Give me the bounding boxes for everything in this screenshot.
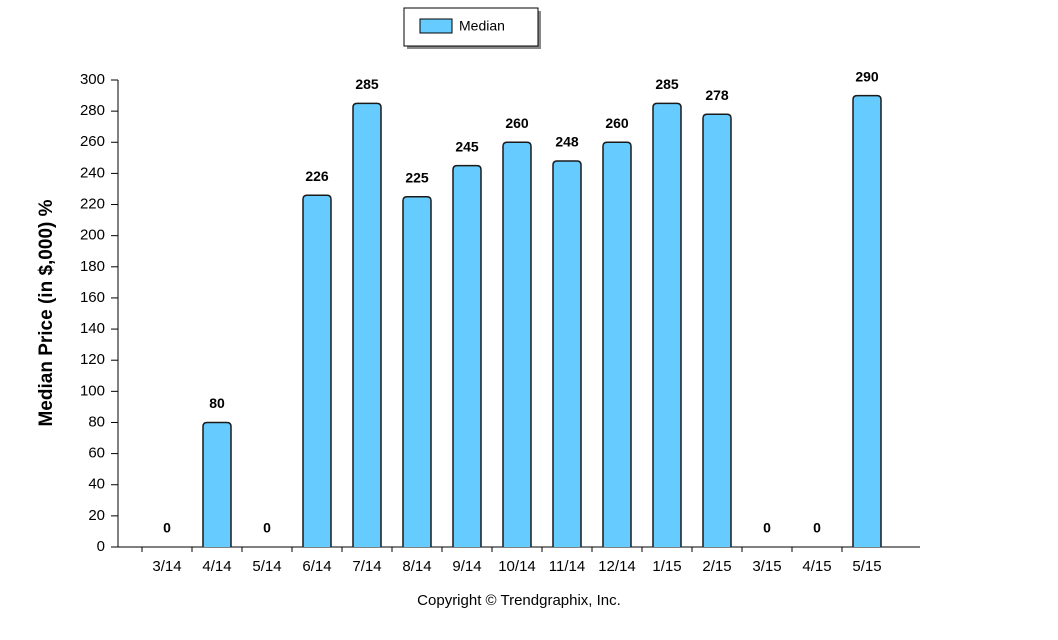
bar [852, 94, 882, 547]
legend-label: Median [459, 18, 505, 34]
y-tick-label: 200 [80, 227, 105, 244]
value-label: 248 [555, 134, 579, 150]
x-tick-label: 1/15 [652, 558, 681, 575]
bar [702, 113, 732, 547]
bar [652, 102, 682, 547]
y-tick-label: 40 [88, 476, 105, 493]
value-label: 80 [209, 395, 225, 411]
x-tick-label: 3/14 [152, 558, 181, 575]
bar [352, 102, 382, 547]
value-label: 285 [655, 76, 679, 92]
y-axis-title: Median Price (in $,000) % [36, 199, 57, 426]
bar [302, 194, 332, 547]
value-label: 285 [355, 76, 379, 92]
x-tick-label: 9/14 [452, 558, 481, 575]
x-tick-label: 3/15 [752, 558, 781, 575]
x-tick-label: 8/14 [402, 558, 431, 575]
y-tick-label: 300 [80, 71, 105, 88]
x-tick-label: 2/15 [702, 558, 731, 575]
y-tick-label: 60 [88, 445, 105, 462]
bar [402, 196, 432, 547]
copyright: Copyright © Trendgraphix, Inc. [417, 592, 621, 609]
y-tick-label: 0 [97, 538, 105, 555]
bar [452, 164, 482, 547]
value-label: 260 [605, 115, 629, 131]
y-tick-label: 140 [80, 320, 105, 337]
y-tick-label: 220 [80, 196, 105, 213]
y-tick-label: 280 [80, 102, 105, 119]
value-label: 0 [163, 520, 171, 536]
y-tick-label: 160 [80, 289, 105, 306]
y-tick-label: 260 [80, 133, 105, 150]
value-label: 225 [405, 169, 429, 185]
bar [602, 141, 632, 547]
value-label: 290 [855, 68, 879, 84]
x-tick-label: 11/14 [549, 558, 585, 575]
value-label: 278 [705, 87, 729, 103]
x-tick-label: 7/14 [352, 558, 381, 575]
x-tick-label: 6/14 [302, 558, 331, 575]
y-tick-label: 120 [80, 351, 105, 368]
bar [502, 141, 532, 547]
value-label: 0 [263, 520, 271, 536]
value-label: 0 [763, 520, 771, 536]
x-tick-label: 4/14 [202, 558, 231, 575]
y-tick-label: 20 [88, 507, 105, 524]
x-tick-label: 10/14 [498, 558, 536, 575]
y-tick-label: 180 [80, 258, 105, 275]
y-tick-label: 80 [88, 413, 105, 430]
y-tick-label: 100 [80, 382, 105, 399]
x-tick-label: 5/14 [252, 558, 281, 575]
x-tick-label: 12/14 [598, 558, 636, 575]
value-label: 260 [505, 115, 529, 131]
x-tick-label: 5/15 [852, 558, 881, 575]
value-label: 0 [813, 520, 821, 536]
legend-swatch [419, 18, 453, 34]
bar [202, 421, 232, 547]
value-label: 245 [455, 138, 479, 154]
x-tick-label: 4/15 [802, 558, 831, 575]
y-tick-label: 240 [80, 164, 105, 181]
value-label: 226 [305, 168, 329, 184]
bar [552, 160, 582, 547]
